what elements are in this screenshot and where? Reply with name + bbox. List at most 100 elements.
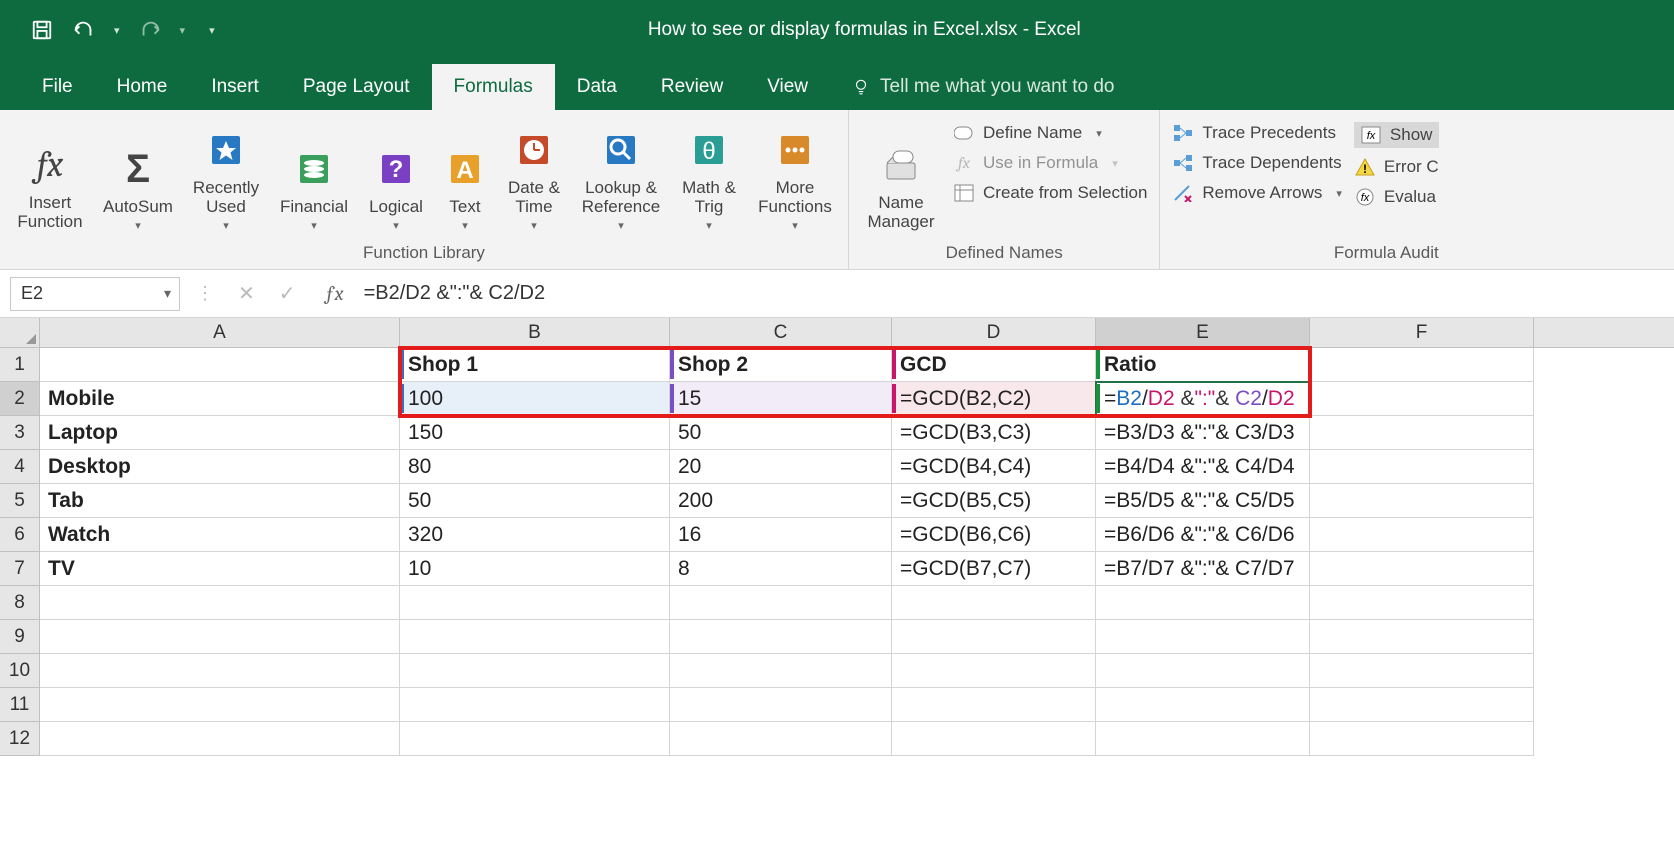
tell-me[interactable]: Tell me what you want to do	[830, 64, 1136, 110]
cell-D3[interactable]: =GCD(B3,C3)	[892, 416, 1096, 450]
financial-button[interactable]: Financial ▾	[272, 116, 356, 236]
cell-E11[interactable]	[1096, 688, 1310, 722]
colhdr-C[interactable]: C	[670, 318, 892, 347]
cell-C6[interactable]: 16	[670, 518, 892, 552]
math-trig-button[interactable]: θ Math & Trig ▾	[672, 116, 746, 236]
remove-arrows-button[interactable]: Remove Arrows ▾	[1172, 182, 1342, 204]
cell-B11[interactable]	[400, 688, 670, 722]
cell-B4[interactable]: 80	[400, 450, 670, 484]
tab-formulas[interactable]: Formulas	[432, 64, 555, 110]
rowhdr-11[interactable]: 11	[0, 688, 40, 722]
cell-E10[interactable]	[1096, 654, 1310, 688]
undo-icon[interactable]	[72, 18, 96, 42]
evaluate-formula-button[interactable]: fx Evalua	[1354, 186, 1439, 208]
rowhdr-10[interactable]: 10	[0, 654, 40, 688]
save-icon[interactable]	[30, 18, 54, 42]
cell-D10[interactable]	[892, 654, 1096, 688]
cell-D2[interactable]: =GCD(B2,C2)	[892, 382, 1096, 416]
name-box[interactable]: E2	[10, 277, 180, 311]
insert-function-button[interactable]: fx Insert Function	[8, 116, 92, 236]
cell-D5[interactable]: =GCD(B5,C5)	[892, 484, 1096, 518]
cell-F5[interactable]	[1310, 484, 1534, 518]
cancel-icon[interactable]: ✕	[238, 281, 255, 306]
cell-F3[interactable]	[1310, 416, 1534, 450]
cell-C11[interactable]	[670, 688, 892, 722]
cell-D11[interactable]	[892, 688, 1096, 722]
recently-used-button[interactable]: Recently Used ▾	[184, 116, 268, 236]
cell-B9[interactable]	[400, 620, 670, 654]
trace-precedents-button[interactable]: Trace Precedents	[1172, 122, 1342, 144]
cell-A2[interactable]: Mobile	[40, 382, 400, 416]
tab-home[interactable]: Home	[95, 64, 190, 110]
cell-A8[interactable]	[40, 586, 400, 620]
colhdr-F[interactable]: F	[1310, 318, 1534, 347]
cell-E4[interactable]: =B4/D4 &":"& C4/D4	[1096, 450, 1310, 484]
cell-F12[interactable]	[1310, 722, 1534, 756]
cell-B12[interactable]	[400, 722, 670, 756]
cell-F9[interactable]	[1310, 620, 1534, 654]
colhdr-E[interactable]: E	[1096, 318, 1310, 347]
cell-A1[interactable]	[40, 348, 400, 382]
cell-E12[interactable]	[1096, 722, 1310, 756]
cell-E3[interactable]: =B3/D3 &":"& C3/D3	[1096, 416, 1310, 450]
cell-F10[interactable]	[1310, 654, 1534, 688]
cell-A6[interactable]: Watch	[40, 518, 400, 552]
cell-C3[interactable]: 50	[670, 416, 892, 450]
enter-icon[interactable]: ✓	[279, 281, 296, 306]
cell-F11[interactable]	[1310, 688, 1534, 722]
cell-C4[interactable]: 20	[670, 450, 892, 484]
cell-D8[interactable]	[892, 586, 1096, 620]
redo-icon[interactable]	[138, 18, 162, 42]
cell-E9[interactable]	[1096, 620, 1310, 654]
cell-F4[interactable]	[1310, 450, 1534, 484]
cell-C9[interactable]	[670, 620, 892, 654]
cell-F1[interactable]	[1310, 348, 1534, 382]
formula-input[interactable]: =B2/D2 &":"& C2/D2	[356, 282, 1674, 305]
tab-insert[interactable]: Insert	[189, 64, 281, 110]
cell-A4[interactable]: Desktop	[40, 450, 400, 484]
cell-A12[interactable]	[40, 722, 400, 756]
redo-dropdown[interactable]: ▾	[180, 24, 186, 37]
autosum-button[interactable]: Σ AutoSum ▾	[96, 116, 180, 236]
cell-D7[interactable]: =GCD(B7,C7)	[892, 552, 1096, 586]
cell-C7[interactable]: 8	[670, 552, 892, 586]
error-checking-button[interactable]: ! Error C	[1354, 156, 1439, 178]
use-in-formula-button[interactable]: fx Use in Formula ▾	[953, 152, 1147, 174]
cell-D9[interactable]	[892, 620, 1096, 654]
show-formulas-button[interactable]: fx Show	[1354, 122, 1439, 148]
rowhdr-7[interactable]: 7	[0, 552, 40, 586]
cell-B10[interactable]	[400, 654, 670, 688]
rowhdr-4[interactable]: 4	[0, 450, 40, 484]
cell-B5[interactable]: 50	[400, 484, 670, 518]
cell-A11[interactable]	[40, 688, 400, 722]
cell-A9[interactable]	[40, 620, 400, 654]
cell-E2[interactable]: =B2/D2 &":"& C2/D2	[1096, 382, 1310, 416]
trace-dependents-button[interactable]: Trace Dependents	[1172, 152, 1342, 174]
date-time-button[interactable]: Date & Time ▾	[498, 116, 570, 236]
rowhdr-1[interactable]: 1	[0, 348, 40, 382]
rowhdr-12[interactable]: 12	[0, 722, 40, 756]
cell-C1[interactable]: Shop 2	[670, 348, 892, 382]
cell-E6[interactable]: =B6/D6 &":"& C6/D6	[1096, 518, 1310, 552]
cell-C10[interactable]	[670, 654, 892, 688]
cell-E8[interactable]	[1096, 586, 1310, 620]
cell-A5[interactable]: Tab	[40, 484, 400, 518]
tab-review[interactable]: Review	[639, 64, 745, 110]
cell-E1[interactable]: Ratio	[1096, 348, 1310, 382]
tab-view[interactable]: View	[745, 64, 830, 110]
cell-C12[interactable]	[670, 722, 892, 756]
cell-F2[interactable]	[1310, 382, 1534, 416]
cell-B2[interactable]: 100	[400, 382, 670, 416]
cell-D1[interactable]: GCD	[892, 348, 1096, 382]
more-functions-button[interactable]: More Functions ▾	[750, 116, 840, 236]
name-manager-button[interactable]: Name Manager	[857, 116, 945, 236]
tab-page-layout[interactable]: Page Layout	[281, 64, 432, 110]
cell-B3[interactable]: 150	[400, 416, 670, 450]
undo-dropdown[interactable]: ▾	[114, 24, 120, 37]
cell-C5[interactable]: 200	[670, 484, 892, 518]
colhdr-D[interactable]: D	[892, 318, 1096, 347]
tab-data[interactable]: Data	[555, 64, 639, 110]
cell-B1[interactable]: Shop 1	[400, 348, 670, 382]
fx-label[interactable]: ƒx	[314, 282, 356, 305]
lookup-button[interactable]: Lookup & Reference ▾	[574, 116, 668, 236]
